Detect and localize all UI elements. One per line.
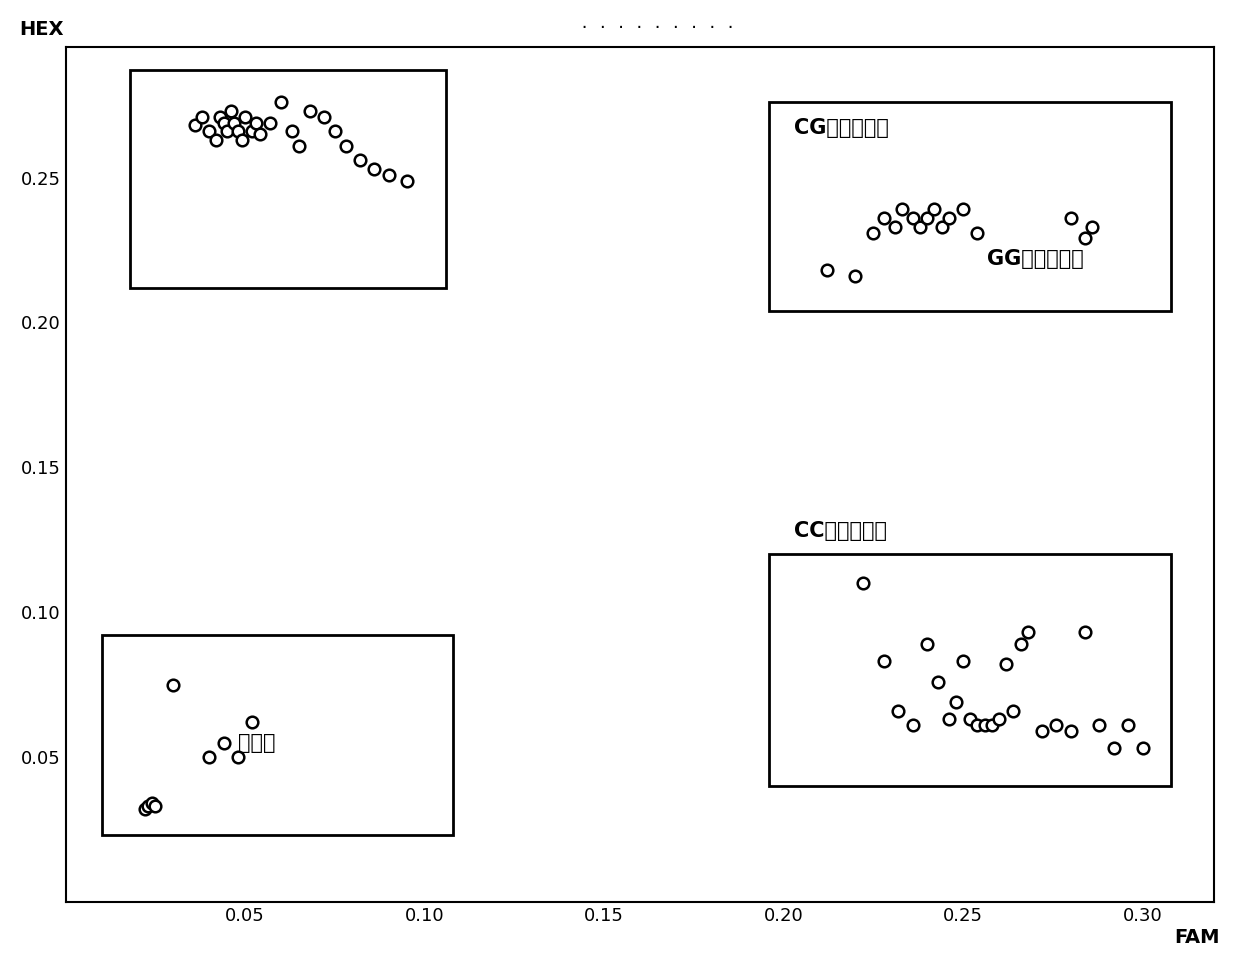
Text: CG杂合基因型: CG杂合基因型 bbox=[795, 119, 889, 139]
Point bbox=[874, 654, 894, 669]
Point bbox=[232, 132, 252, 147]
Point bbox=[336, 138, 356, 153]
Point bbox=[939, 210, 959, 226]
Point bbox=[249, 126, 269, 142]
Point bbox=[1118, 717, 1138, 733]
Point bbox=[874, 210, 894, 226]
Point bbox=[379, 167, 399, 182]
Point bbox=[946, 694, 966, 710]
Point bbox=[350, 152, 370, 168]
Point bbox=[918, 210, 937, 226]
Point bbox=[967, 225, 987, 240]
Point bbox=[281, 123, 301, 139]
Point bbox=[889, 703, 909, 718]
Point bbox=[300, 103, 320, 119]
Point bbox=[853, 576, 873, 591]
Point bbox=[1061, 723, 1081, 738]
Point bbox=[236, 109, 255, 124]
Point bbox=[1003, 703, 1023, 718]
Point bbox=[863, 225, 883, 240]
Point bbox=[1047, 717, 1066, 733]
Point bbox=[314, 109, 334, 124]
Point bbox=[325, 123, 345, 139]
Point bbox=[139, 798, 159, 814]
Bar bbox=[130, 70, 446, 287]
Point bbox=[954, 654, 973, 669]
Point bbox=[996, 656, 1016, 672]
Point bbox=[1104, 740, 1123, 756]
Point bbox=[910, 219, 930, 234]
Point bbox=[213, 735, 233, 750]
Text: HEX: HEX bbox=[20, 19, 64, 39]
Point bbox=[365, 161, 384, 176]
Point bbox=[397, 173, 417, 188]
Point bbox=[1075, 625, 1095, 640]
Point bbox=[210, 109, 229, 124]
Point bbox=[817, 262, 837, 278]
Point bbox=[243, 714, 263, 730]
Text: . . . . . . . . .: . . . . . . . . . bbox=[579, 16, 735, 32]
Point bbox=[213, 115, 233, 130]
Point bbox=[1018, 625, 1038, 640]
Text: 未检出: 未检出 bbox=[238, 733, 275, 753]
Point bbox=[221, 103, 241, 119]
Point bbox=[192, 109, 212, 124]
Point bbox=[200, 749, 219, 764]
Point bbox=[846, 268, 866, 283]
Point bbox=[885, 219, 905, 234]
Point bbox=[1083, 219, 1102, 234]
Point bbox=[1011, 636, 1030, 652]
Point bbox=[217, 123, 237, 139]
Point bbox=[260, 115, 280, 130]
Point bbox=[207, 132, 227, 147]
Text: CC纯合基因型: CC纯合基因型 bbox=[795, 522, 888, 541]
Point bbox=[903, 210, 923, 226]
Point bbox=[200, 123, 219, 139]
Point bbox=[185, 118, 205, 133]
Point bbox=[228, 123, 248, 139]
Point bbox=[990, 711, 1009, 727]
Point bbox=[1075, 230, 1095, 246]
Point bbox=[224, 115, 244, 130]
Bar bbox=[769, 554, 1172, 786]
Point bbox=[975, 717, 994, 733]
Point bbox=[925, 201, 945, 217]
Point bbox=[892, 201, 911, 217]
Point bbox=[903, 717, 923, 733]
Text: FAM: FAM bbox=[1174, 927, 1220, 947]
Point bbox=[931, 219, 951, 234]
Point bbox=[1032, 723, 1052, 738]
Point bbox=[928, 674, 947, 689]
Point bbox=[1090, 717, 1110, 733]
Point bbox=[145, 798, 165, 814]
Bar bbox=[102, 635, 454, 835]
Point bbox=[243, 123, 263, 139]
Point bbox=[954, 201, 973, 217]
Point bbox=[1061, 210, 1081, 226]
Point bbox=[289, 138, 309, 153]
Point bbox=[982, 717, 1002, 733]
Text: GG纯合基因型: GG纯合基因型 bbox=[987, 249, 1084, 269]
Point bbox=[141, 795, 161, 811]
Point bbox=[272, 94, 291, 110]
Point bbox=[164, 677, 184, 692]
Point bbox=[939, 711, 959, 727]
Point bbox=[228, 749, 248, 764]
Point bbox=[960, 711, 980, 727]
Point bbox=[967, 717, 987, 733]
Bar bbox=[769, 102, 1172, 311]
Point bbox=[246, 115, 265, 130]
Point bbox=[1132, 740, 1152, 756]
Point bbox=[918, 636, 937, 652]
Point bbox=[135, 801, 155, 817]
